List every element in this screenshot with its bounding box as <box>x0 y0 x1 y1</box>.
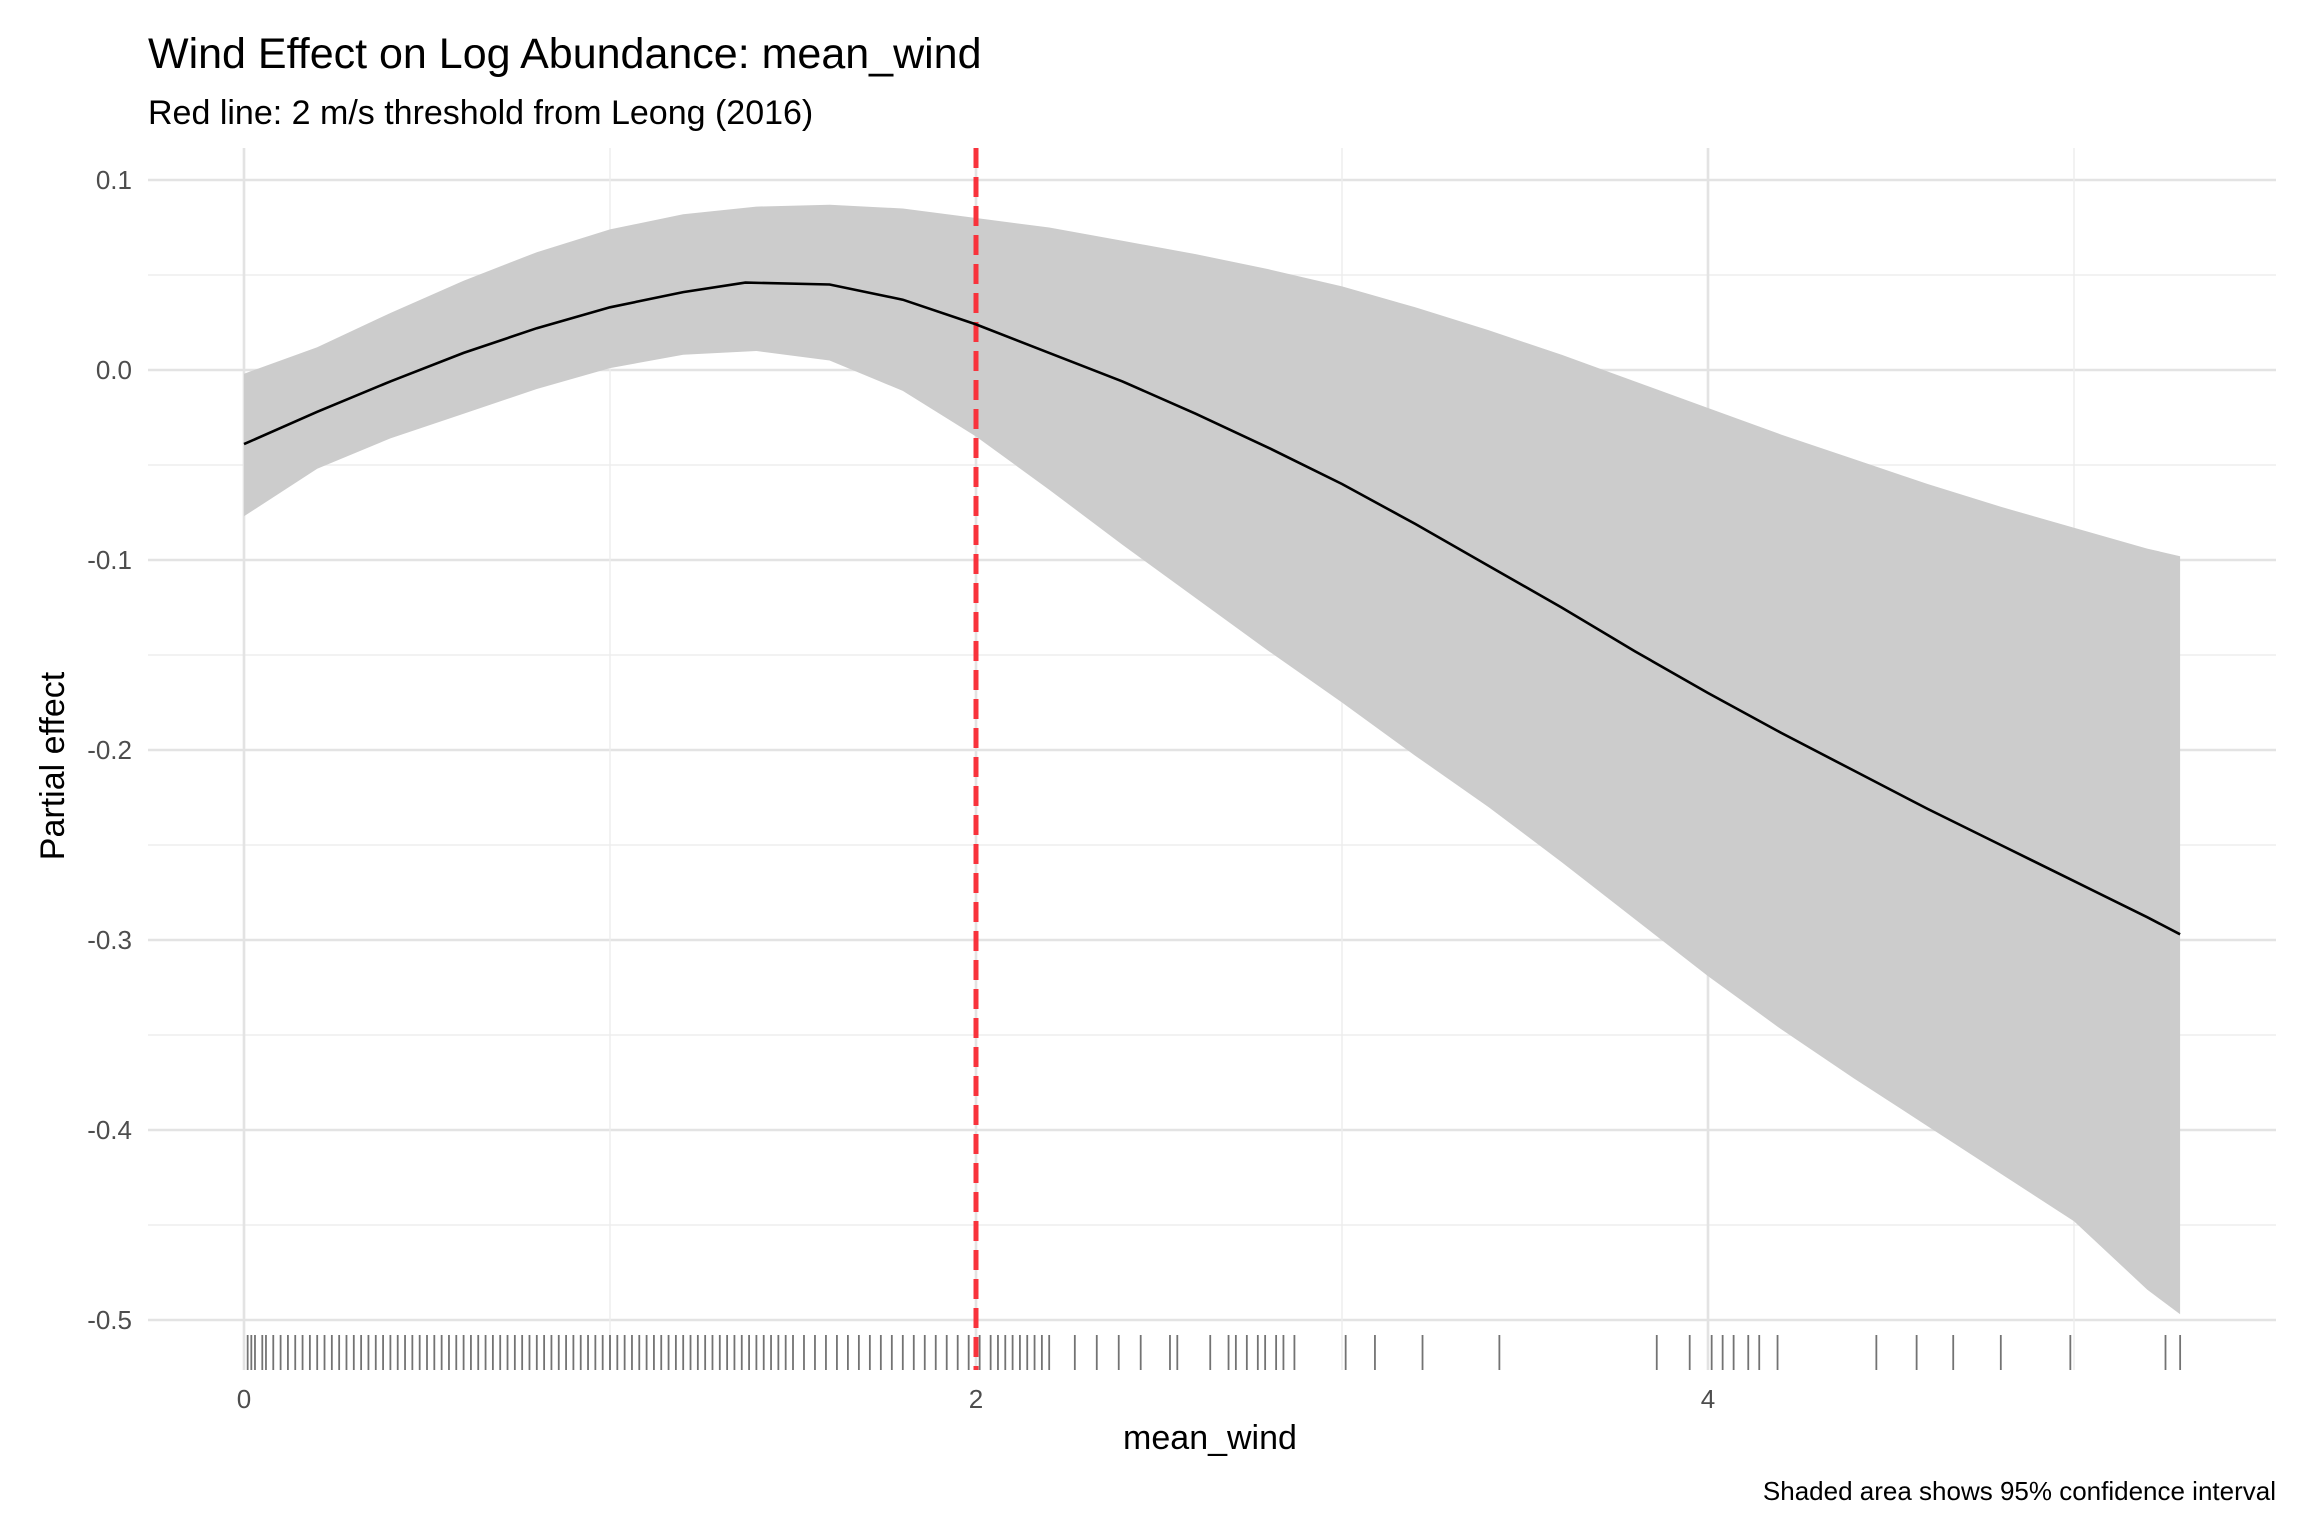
y-tick-label: -0.4 <box>87 1115 132 1145</box>
chart-caption: Shaded area shows 95% confidence interva… <box>1763 1476 2276 1506</box>
y-axis-label: Partial effect <box>34 671 72 860</box>
y-tick-label: -0.3 <box>87 925 132 955</box>
y-tick-label: -0.1 <box>87 545 132 575</box>
chart-subtitle: Red line: 2 m/s threshold from Leong (20… <box>148 94 813 132</box>
x-tick-label: 4 <box>1701 1384 1715 1414</box>
x-tick-label: 0 <box>237 1384 251 1414</box>
fit-line <box>243 281 2181 936</box>
y-tick-label: 0.0 <box>96 355 132 385</box>
y-tick-label: -0.2 <box>87 735 132 765</box>
rug-marks <box>246 1335 2182 1370</box>
y-tick-label: -0.5 <box>87 1305 132 1335</box>
y-tick-label: 0.1 <box>96 165 132 195</box>
x-axis-label: mean_wind <box>1123 1419 1297 1457</box>
chart-title: Wind Effect on Log Abundance: mean_wind <box>148 30 982 78</box>
confidence-ribbon <box>244 204 2181 1315</box>
x-tick-labels: 0 2 4 <box>237 1384 1715 1414</box>
x-tick-label: 2 <box>969 1384 983 1414</box>
y-tick-labels: 0.1 0.0 -0.1 -0.2 -0.3 -0.4 -0.5 <box>87 165 132 1335</box>
gridlines <box>148 148 2276 1370</box>
